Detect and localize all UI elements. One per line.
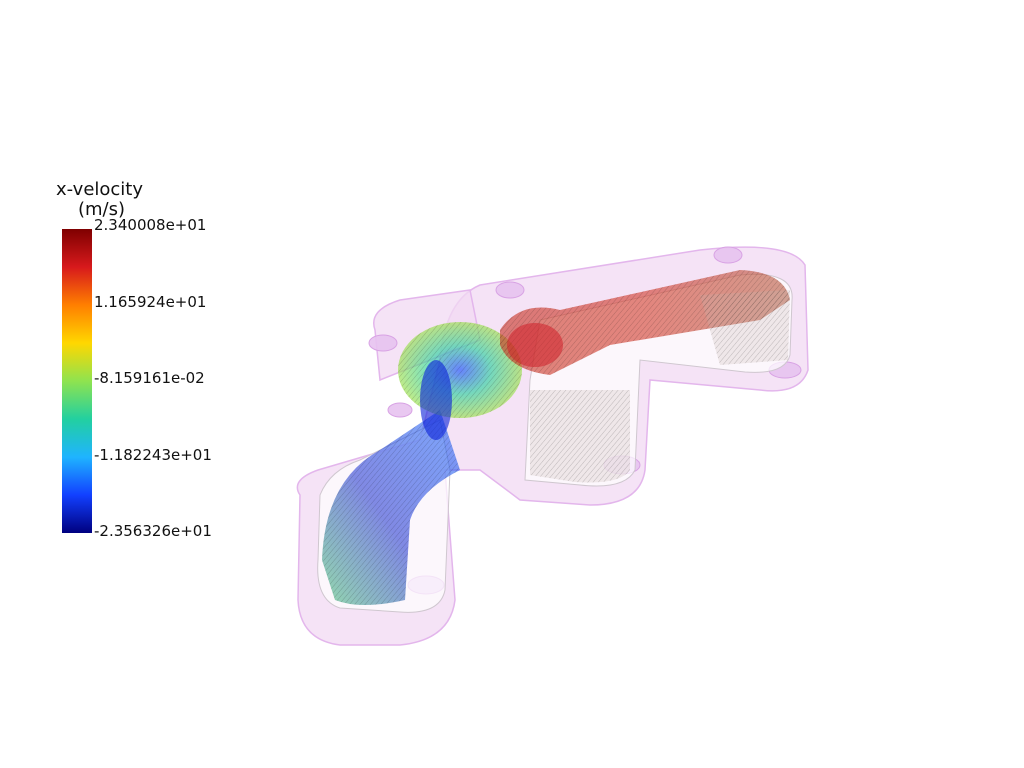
legend-units: (m/s)	[78, 199, 126, 220]
colorbar	[62, 229, 92, 533]
colorbar-tick-mid: -8.159161e-02	[94, 369, 205, 387]
velocity-vectors	[322, 270, 790, 605]
colorbar-tick-min: -2.356326e+01	[94, 522, 212, 540]
colorbar-tick-2: 1.165924e+01	[94, 293, 207, 311]
colorbar-tick-4: -1.182243e+01	[94, 446, 212, 464]
legend-title: x-velocity	[56, 179, 144, 200]
colorbar-tick-max: 2.340008e+01	[94, 216, 207, 234]
